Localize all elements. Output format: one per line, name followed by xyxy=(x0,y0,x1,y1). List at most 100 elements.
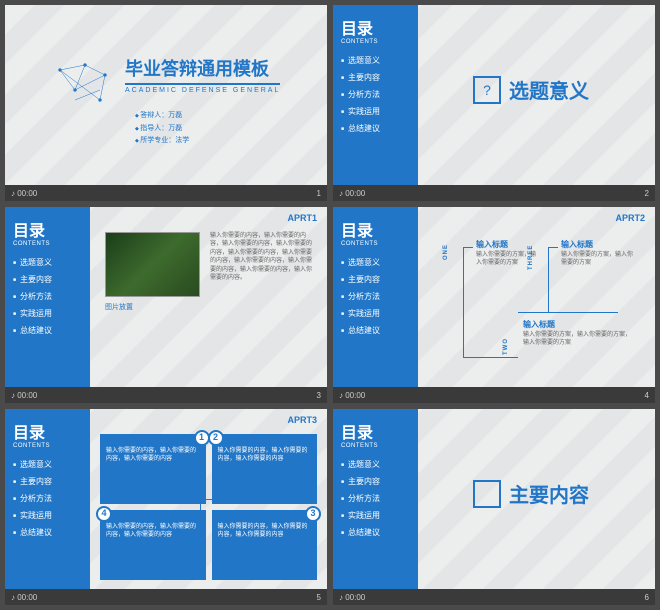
toc-item: 选题意义 xyxy=(341,459,410,470)
page-number: 2 xyxy=(645,189,649,198)
toc-sidebar: 目录 CONTENTS 选题意义 主要内容 分析方法 实践运用 总结建议 xyxy=(333,5,418,185)
diagram-wrap: ONE TWO THREE 输入标题 输入你需要的方案，输入你需要的方案 输入标… xyxy=(428,232,645,373)
slide-footer: ♪ 00:00 3 xyxy=(5,387,327,403)
slide-4: 目录 CONTENTS 选题意义 主要内容 分析方法 实践运用 总结建议 APR… xyxy=(333,207,655,403)
image-placeholder xyxy=(105,232,200,297)
slide-5: 目录 CONTENTS 选题意义 主要内容 分析方法 实践运用 总结建议 APR… xyxy=(5,409,327,605)
network-icon xyxy=(55,60,115,110)
toc-item: 分析方法 xyxy=(341,493,410,504)
section-header: 主要内容 xyxy=(473,479,589,508)
aprt-label: APRT1 xyxy=(287,213,317,223)
slide-2: 目录 CONTENTS 选题意义 主要内容 分析方法 实践运用 总结建议 ? 选… xyxy=(333,5,655,201)
toc-subtitle: CONTENTS xyxy=(341,241,410,247)
toc-item: 主要内容 xyxy=(341,476,410,487)
section-header: ? 选题意义 xyxy=(473,75,589,104)
page-number: 5 xyxy=(317,593,321,602)
toc-item: 分析方法 xyxy=(341,291,410,302)
toc-item: 主要内容 xyxy=(13,274,82,285)
section-title: 选题意义 xyxy=(509,75,589,104)
toc-item: 实践运用 xyxy=(341,308,410,319)
toc-item: 总结建议 xyxy=(13,527,82,538)
toc-item: 实践运用 xyxy=(341,510,410,521)
toc-item: 总结建议 xyxy=(341,123,410,134)
section-title: 主要内容 xyxy=(509,479,589,508)
toc-item: 总结建议 xyxy=(341,527,410,538)
footer-time: ♪ 00:00 xyxy=(11,391,37,400)
slide-footer: ♪ 00:00 1 xyxy=(5,185,327,201)
item-body: 输入你需要的方案，输入你需要的方案 xyxy=(561,252,636,268)
connector-line xyxy=(463,247,473,248)
meta-item: 指导人：万磊 xyxy=(135,123,189,136)
toc-subtitle: CONTENTS xyxy=(341,39,410,45)
toc-item: 选题意义 xyxy=(13,459,82,470)
toc-sidebar: 目录 CONTENTS 选题意义 主要内容 分析方法 实践运用 总结建议 xyxy=(333,409,418,589)
question-icon: ? xyxy=(473,76,501,104)
box-number: 3 xyxy=(305,506,321,522)
meta-list: 答辩人：万磊 指导人：万磊 所学专业：法学 xyxy=(135,110,189,148)
page-number: 1 xyxy=(317,189,321,198)
box-body: 输入你需要的内容，输入你需要的内容，输入你需要的内容 xyxy=(218,524,312,540)
body-text: 输入你需要的内容，输入你需要的内容，输入你需要的内容，输入你需要的内容，输入你需… xyxy=(210,232,317,282)
grid-boxes: 1 输入你需要的内容，输入你需要的内容，输入你需要的内容 2 输入你需要的内容，… xyxy=(100,434,317,580)
footer-time: ♪ 00:00 xyxy=(339,593,365,602)
slide-6: 目录 CONTENTS 选题意义 主要内容 分析方法 实践运用 总结建议 主要内… xyxy=(333,409,655,605)
footer-time: ♪ 00:00 xyxy=(339,189,365,198)
item-body: 输入你需要的方案，输入你需要的方案，输入你需要的方案 xyxy=(523,332,633,348)
page-number: 6 xyxy=(645,593,649,602)
item-title: 输入标题 xyxy=(476,240,541,250)
slide-1: 毕业答辩通用模板 ACADEMIC DEFENSE GENERAL 答辩人：万磊… xyxy=(5,5,327,201)
toc-sidebar: 目录 CONTENTS 选题意义 主要内容 分析方法 实践运用 总结建议 xyxy=(333,207,418,387)
toc-item: 主要内容 xyxy=(341,72,410,83)
toc-title: 目录 xyxy=(13,217,82,241)
toc-subtitle: CONTENTS xyxy=(341,443,410,449)
meta-item: 所学专业：法学 xyxy=(135,135,189,148)
diagram-item: 输入标题 输入你需要的方案，输入你需要的方案 xyxy=(561,240,636,268)
toc-sidebar: 目录 CONTENTS 选题意义 主要内容 分析方法 实践运用 总结建议 xyxy=(5,409,90,589)
toc-item: 选题意义 xyxy=(341,257,410,268)
label-one: ONE xyxy=(443,244,449,260)
toc-item: 分析方法 xyxy=(13,291,82,302)
slide-3: 目录 CONTENTS 选题意义 主要内容 分析方法 实践运用 总结建议 APR… xyxy=(5,207,327,403)
connector-line xyxy=(548,247,549,312)
slide-footer: ♪ 00:00 4 xyxy=(333,387,655,403)
toc-item: 选题意义 xyxy=(341,55,410,66)
main-title: 毕业答辩通用模板 xyxy=(125,55,280,85)
toc-item: 实践运用 xyxy=(341,106,410,117)
item-title: 输入标题 xyxy=(561,240,636,250)
toc-item: 实践运用 xyxy=(13,308,82,319)
box-number: 4 xyxy=(96,506,112,522)
slide-footer: ♪ 00:00 2 xyxy=(333,185,655,201)
main-subtitle: ACADEMIC DEFENSE GENERAL xyxy=(125,87,280,94)
meta-item: 答辩人：万磊 xyxy=(135,110,189,123)
footer-time: ♪ 00:00 xyxy=(339,391,365,400)
connector-line xyxy=(548,247,558,248)
toc-item: 总结建议 xyxy=(341,325,410,336)
item-title: 输入标题 xyxy=(523,320,633,330)
label-two: TWO xyxy=(503,338,509,355)
toc-item: 选题意义 xyxy=(13,257,82,268)
item-body: 输入你需要的方案，输入你需要的方案 xyxy=(476,252,541,268)
info-box: 4 输入你需要的内容，输入你需要的内容，输入你需要的内容 xyxy=(100,510,206,580)
toc-subtitle: CONTENTS xyxy=(13,241,82,247)
info-box: 3 输入你需要的内容，输入你需要的内容，输入你需要的内容 xyxy=(212,510,318,580)
toc-title: 目录 xyxy=(341,217,410,241)
diagram-item: 输入标题 输入你需要的方案，输入你需要的方案，输入你需要的方案 xyxy=(523,320,633,348)
box-number: 2 xyxy=(208,430,224,446)
footer-time: ♪ 00:00 xyxy=(11,189,37,198)
toc-item: 分析方法 xyxy=(13,493,82,504)
footer-time: ♪ 00:00 xyxy=(11,593,37,602)
toc-item: 总结建议 xyxy=(13,325,82,336)
image-caption: 图片放置 xyxy=(105,302,133,312)
book-icon xyxy=(473,480,501,508)
box-body: 输入你需要的内容，输入你需要的内容，输入你需要的内容 xyxy=(106,524,200,540)
page-number: 3 xyxy=(317,391,321,400)
info-box: 2 输入你需要的内容，输入你需要的内容，输入你需要的内容 xyxy=(212,434,318,504)
main-title-block: 毕业答辩通用模板 ACADEMIC DEFENSE GENERAL xyxy=(125,55,280,94)
page-number: 4 xyxy=(645,391,649,400)
connector-line xyxy=(463,247,464,357)
toc-item: 主要内容 xyxy=(341,274,410,285)
toc-item: 实践运用 xyxy=(13,510,82,521)
slide-grid: 毕业答辩通用模板 ACADEMIC DEFENSE GENERAL 答辩人：万磊… xyxy=(0,0,660,610)
connector-line xyxy=(463,357,518,358)
slide-footer: ♪ 00:00 6 xyxy=(333,589,655,605)
